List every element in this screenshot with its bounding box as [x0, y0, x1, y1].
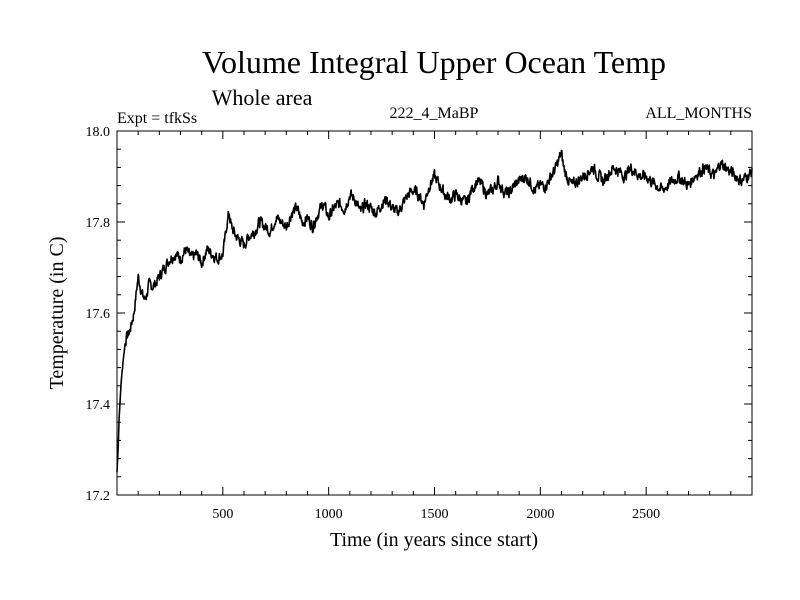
x-tick-label: 500 [212, 507, 233, 522]
x-tick-label: 2000 [526, 507, 554, 522]
run-label: 222_4_MaBP [390, 105, 479, 122]
months-label: ALL_MONTHS [645, 105, 752, 122]
x-axis-label: Time (in years since start) [330, 529, 538, 551]
x-tick-label: 2500 [632, 507, 660, 522]
y-tick-label: 18.0 [86, 125, 111, 140]
y-tick-label: 17.4 [86, 398, 111, 413]
series-line [116, 149, 753, 473]
chart-title: Volume Integral Upper Ocean Temp [202, 44, 666, 80]
y-axis-ticks: 17.2 17.4 17.6 17.8 18.0 [86, 125, 752, 504]
y-tick-label: 17.6 [86, 307, 111, 322]
y-axis-label: Temperature (in C) [46, 237, 68, 390]
x-tick-label: 1500 [421, 507, 449, 522]
x-axis-ticks: 500 1000 1500 2000 2500 [212, 131, 660, 522]
y-tick-label: 17.2 [86, 489, 111, 504]
experiment-label: Expt = tfkSs [117, 110, 197, 127]
chart-subtitle: Whole area [212, 85, 313, 110]
x-tick-label: 1000 [315, 507, 343, 522]
minor-ticks [117, 131, 752, 495]
y-tick-label: 17.8 [86, 216, 111, 231]
